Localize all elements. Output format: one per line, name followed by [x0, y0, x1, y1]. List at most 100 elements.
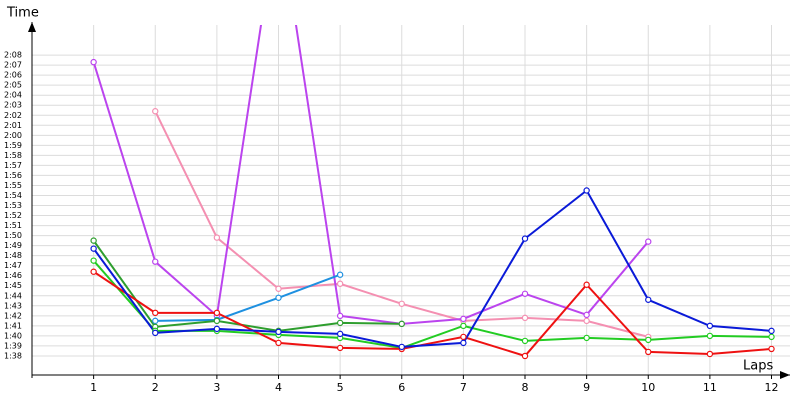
x-tick-label: 6 — [398, 381, 405, 394]
y-tick-label: 1:45 — [4, 281, 22, 290]
point — [336, 280, 344, 287]
y-tick-label: 2:03 — [4, 101, 22, 110]
y-tick-label: 1:56 — [4, 171, 22, 180]
point — [336, 344, 344, 352]
point — [583, 311, 590, 319]
y-tick-label: 1:40 — [4, 331, 22, 340]
point — [213, 234, 221, 241]
y-tick-label: 1:49 — [4, 241, 22, 250]
point — [583, 187, 590, 194]
series-line — [92, 240, 402, 332]
y-tick-label: 1:46 — [4, 271, 22, 280]
y-tick-label: 1:53 — [4, 201, 22, 210]
y-tick-label: 1:43 — [4, 301, 22, 310]
point — [336, 330, 344, 338]
point — [275, 339, 282, 347]
y-tick-label: 2:01 — [4, 121, 22, 130]
point — [213, 309, 221, 317]
point — [275, 285, 282, 292]
point — [275, 294, 282, 301]
x-axis-label: Laps — [743, 359, 773, 374]
point — [460, 322, 467, 330]
plot-area — [90, 25, 775, 360]
point — [645, 336, 652, 344]
series-line — [92, 260, 772, 349]
series-line — [92, 188, 772, 348]
ticks: 1:381:391:401:411:421:431:441:451:461:47… — [4, 51, 779, 394]
y-axis-arrow — [28, 22, 36, 32]
y-tick-label: 1:38 — [4, 351, 22, 360]
y-tick-label: 1:42 — [4, 311, 22, 320]
y-tick-label: 2:00 — [4, 131, 22, 140]
point — [521, 290, 529, 297]
point — [336, 319, 344, 327]
y-tick-label: 1:57 — [4, 161, 22, 170]
x-tick-label: 10 — [641, 381, 655, 394]
y-tick-label: 1:58 — [4, 151, 22, 160]
point — [90, 268, 97, 275]
point — [706, 322, 714, 330]
point — [152, 108, 159, 115]
series-line — [155, 273, 341, 322]
x-tick-label: 12 — [765, 381, 779, 394]
y-tick-label: 1:50 — [4, 231, 22, 240]
x-tick-label: 2 — [152, 381, 159, 394]
point — [583, 317, 590, 325]
series-line — [93, 270, 772, 358]
y-tick-label: 1:59 — [4, 141, 22, 150]
point — [275, 328, 282, 336]
y-tick-label: 2:02 — [4, 111, 22, 120]
point — [90, 237, 97, 244]
point — [213, 317, 221, 325]
point — [152, 329, 159, 337]
point — [768, 333, 775, 341]
y-tick-label: 1:41 — [4, 321, 22, 330]
x-tick-label: 5 — [337, 381, 344, 394]
point — [152, 309, 159, 317]
point — [460, 315, 467, 323]
y-tick-label: 1:55 — [4, 181, 22, 190]
y-tick-label: 1:52 — [4, 211, 22, 220]
point — [213, 325, 221, 333]
point — [521, 337, 529, 345]
point — [583, 281, 590, 288]
series-line — [92, 25, 650, 325]
y-tick-label: 2:08 — [4, 51, 22, 60]
x-tick-label: 9 — [583, 381, 590, 394]
point — [460, 339, 467, 347]
point — [706, 332, 714, 340]
x-tick-label: 1 — [90, 381, 97, 394]
y-tick-label: 2:07 — [4, 61, 22, 70]
point — [645, 238, 652, 245]
point — [768, 345, 775, 353]
y-tick-label: 2:06 — [4, 71, 22, 80]
point — [645, 348, 652, 356]
x-tick-label: 11 — [703, 381, 717, 394]
point — [398, 343, 405, 351]
point — [521, 235, 529, 242]
x-tick-label: 7 — [460, 381, 467, 394]
point — [336, 271, 344, 278]
y-tick-label: 1:47 — [4, 261, 22, 270]
y-tick-label: 1:51 — [4, 221, 22, 230]
x-tick-label: 4 — [275, 381, 282, 394]
point — [152, 317, 159, 325]
point — [398, 300, 405, 307]
point — [583, 334, 590, 342]
point — [768, 327, 775, 335]
point — [521, 352, 529, 360]
x-tick-label: 3 — [213, 381, 220, 394]
point — [336, 312, 344, 320]
y-tick-label: 2:05 — [4, 81, 22, 90]
point — [460, 333, 467, 341]
point — [90, 58, 97, 66]
y-tick-label: 1:44 — [4, 291, 22, 300]
point — [645, 296, 652, 303]
y-tick-label: 1:48 — [4, 251, 22, 260]
y-tick-label: 1:39 — [4, 341, 22, 350]
point — [706, 350, 714, 358]
point — [90, 245, 97, 252]
point — [398, 320, 405, 328]
point — [152, 258, 159, 265]
y-tick-label: 2:04 — [4, 91, 22, 100]
